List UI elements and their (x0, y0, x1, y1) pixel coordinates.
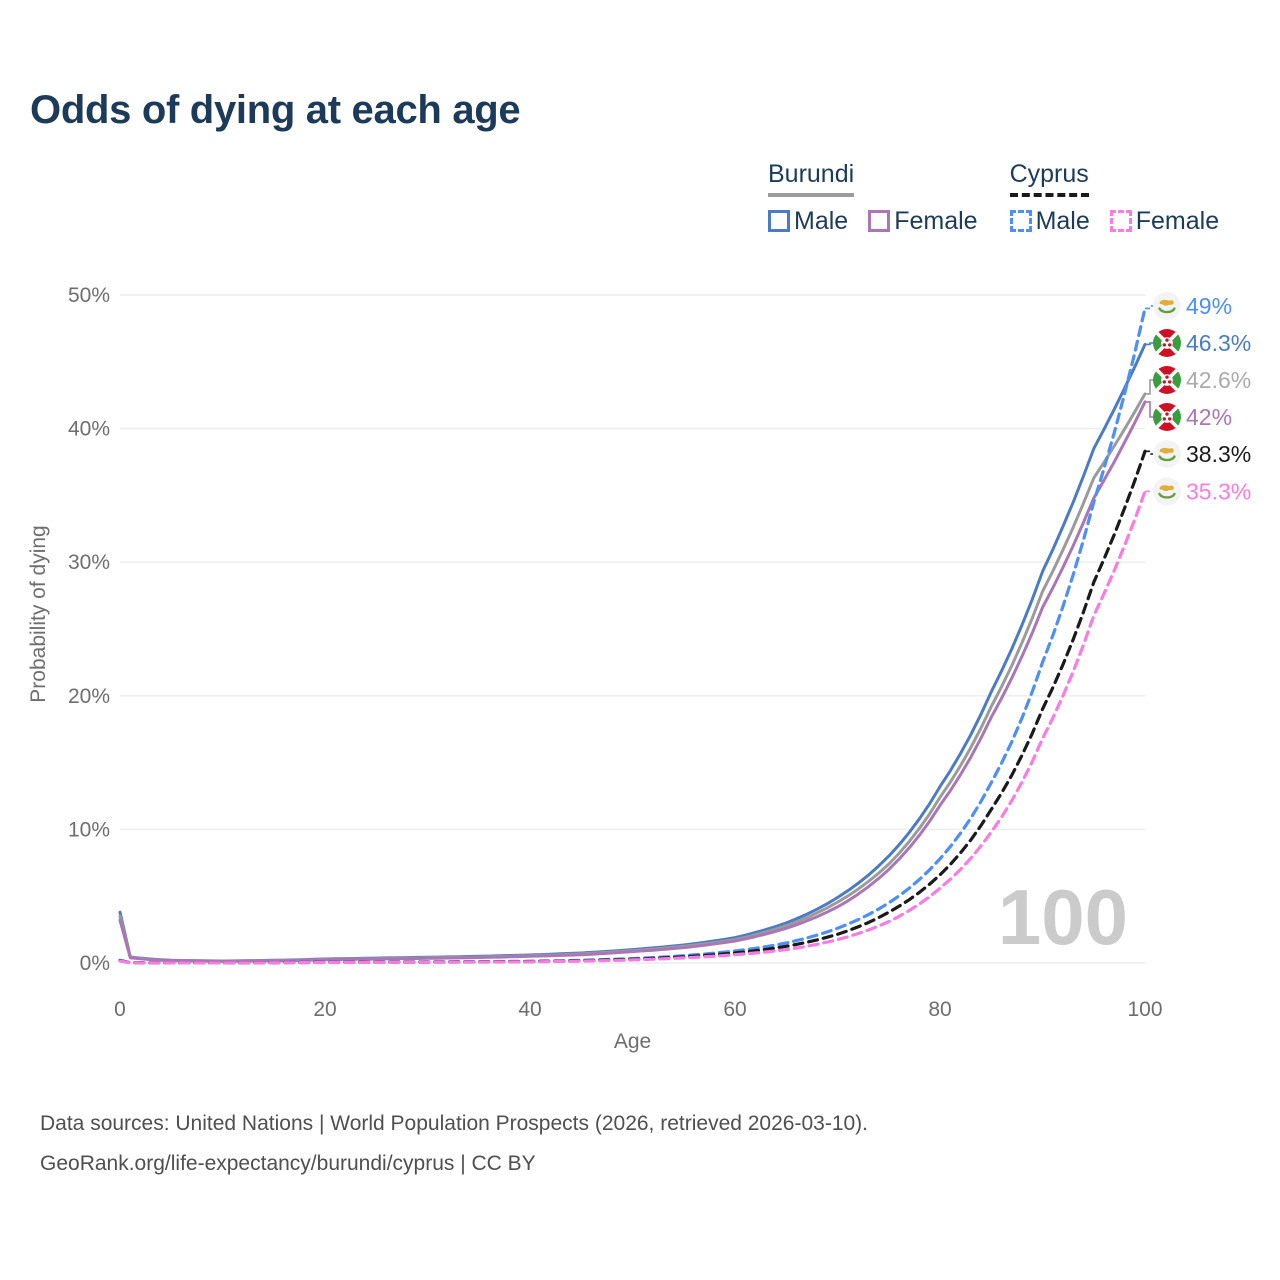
x-tick-label: 80 (928, 998, 951, 1021)
end-label-burundi-total: 42.6% (1186, 367, 1251, 393)
legend-item-cyprus-female[interactable]: Female (1109, 206, 1220, 236)
legend-item-burundi-male[interactable]: Male (768, 207, 848, 236)
end-label-burundi-female: 42% (1186, 404, 1232, 430)
legend-items-burundi: Male Female (768, 207, 978, 236)
y-tick-label: 0% (80, 952, 110, 975)
burundi-flag-icon (1153, 329, 1181, 357)
legend-label-burundi-female: Female (894, 206, 978, 235)
legend-label-cyprus-female: Female (1135, 206, 1220, 235)
leader-line-burundi-total (1145, 379, 1153, 395)
end-label-cyprus-total: 38.3% (1186, 441, 1251, 467)
legend-label-burundi-male: Male (794, 206, 849, 235)
series-line-cyprus-female[interactable] (118, 489, 1147, 965)
cyprus-flag-icon (1153, 292, 1181, 320)
legend-label-cyprus-male: Male (1035, 206, 1090, 235)
legend-swatch-burundi-female (868, 210, 891, 232)
footer-attribution: Data sources: United Nations | World Pop… (40, 1104, 868, 1184)
y-tick-label: 10% (68, 818, 110, 841)
x-tick-label: 0 (114, 998, 126, 1021)
burundi-flag-icon (1153, 403, 1181, 431)
end-label-cyprus-male: 49% (1186, 293, 1232, 319)
x-axis-title: Age (614, 1030, 651, 1053)
footer-url-license: GeoRank.org/life-expectancy/burundi/cypr… (40, 1152, 536, 1175)
series-line-burundi-total[interactable] (118, 392, 1147, 963)
age-watermark: 100 (998, 873, 1128, 961)
cyprus-flag-icon (1153, 440, 1181, 468)
cyprus-flag-icon (1153, 477, 1181, 506)
series-line-cyprus-male[interactable] (118, 306, 1147, 965)
x-tick-label: 60 (723, 998, 746, 1021)
leader-line-cyprus-male (1145, 305, 1153, 310)
legend-group-burundi: Burundi Male Female (768, 160, 978, 236)
y-axis-title: Probability of dying (27, 525, 50, 702)
series-line-burundi-female[interactable] (118, 400, 1147, 963)
x-tick-label: 20 (313, 998, 336, 1021)
legend-item-burundi-female[interactable]: Female (868, 206, 978, 236)
x-tick-label: 100 (1127, 998, 1162, 1021)
y-tick-label: 20% (68, 685, 110, 708)
legend-country-cyprus: Cyprus (1009, 160, 1089, 197)
legend-item-cyprus-male[interactable]: Male (1009, 206, 1090, 236)
y-tick-label: 50% (68, 284, 110, 307)
legend-swatch-burundi-male (768, 210, 790, 232)
leader-line-cyprus-total (1145, 450, 1153, 455)
legend-country-burundi: Burundi (768, 160, 855, 197)
end-label-cyprus-female: 35.3% (1186, 478, 1251, 504)
legend-items-cyprus: Male Female (1009, 206, 1220, 236)
end-label-burundi-male: 46.3% (1186, 330, 1251, 356)
legend-swatch-cyprus-male (1009, 210, 1032, 232)
legend-swatch-cyprus-female (1109, 210, 1132, 232)
leader-line-burundi-male (1145, 342, 1153, 346)
legend-group-cyprus: Cyprus Male Female (1009, 160, 1220, 236)
footer-data-sources: Data sources: United Nations | World Pop… (40, 1112, 869, 1135)
burundi-flag-icon (1153, 366, 1181, 394)
legend: Burundi Male Female Cyprus Male Female (768, 160, 1220, 236)
y-tick-label: 30% (68, 551, 110, 574)
series-line-burundi-male[interactable] (118, 342, 1147, 963)
leader-line-burundi-female (1145, 401, 1153, 418)
x-tick-label: 40 (518, 998, 541, 1021)
y-tick-label: 40% (68, 418, 110, 441)
page-title: Odds of dying at each age (30, 88, 521, 132)
